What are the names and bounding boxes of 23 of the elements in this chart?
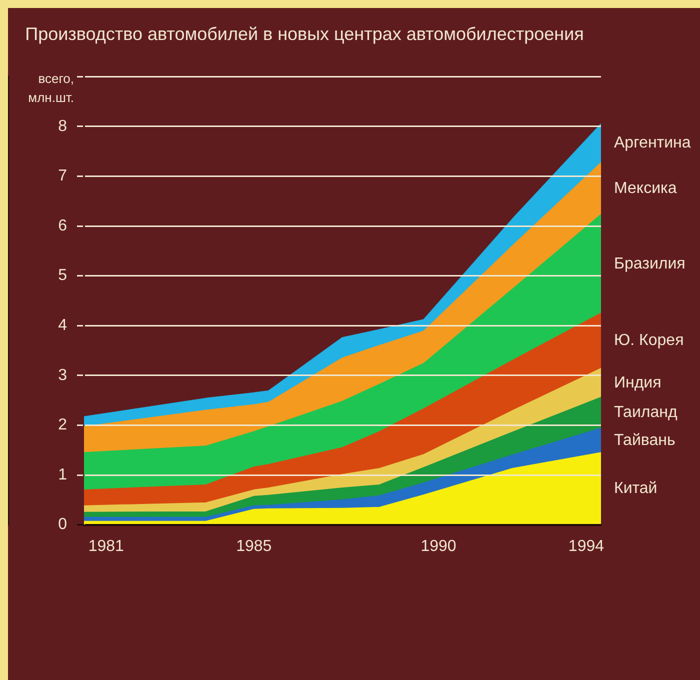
y-tick-label: 3 [58, 366, 68, 384]
series-label: Таиланд [614, 404, 678, 422]
series-label: Бразилия [614, 255, 686, 272]
x-tick-label: 1994 [568, 538, 604, 555]
y-tick-label: 4 [58, 317, 68, 334]
series-label: Ю. Корея [614, 332, 684, 350]
series-label: Аргентина [614, 134, 691, 152]
y-tick-label: 5 [58, 267, 68, 284]
series-label: Мексика [614, 180, 677, 198]
y-tick-label: 1 [58, 466, 68, 484]
series-label: Индия [614, 374, 662, 392]
y-tick-label: 6 [58, 217, 68, 234]
y-tick-label: 7 [58, 168, 68, 185]
chart-title: Производство автомобилей в новых центрах автомобилестроения [25, 24, 584, 44]
x-tick-label: 1981 [88, 538, 124, 555]
y-tick-label: 2 [58, 416, 68, 434]
x-tick-label: 1985 [236, 538, 272, 555]
series-label: Тайвань [614, 432, 676, 449]
series-label: Китай [614, 480, 658, 498]
y-tick-label: 8 [58, 118, 68, 135]
y-tick-label: 0 [58, 516, 68, 534]
y-axis-title: всего, млн.шт. [28, 70, 74, 107]
x-tick-label: 1990 [420, 538, 456, 555]
